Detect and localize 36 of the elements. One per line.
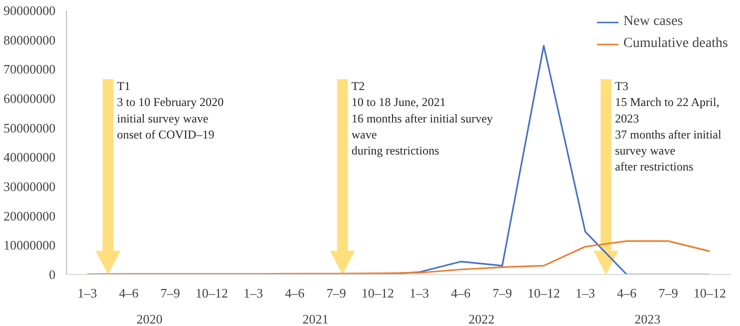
y-tick-label: 60000000 (4, 91, 56, 106)
x-tick-label: 7–9 (658, 286, 678, 300)
x-tick-label: 10–12 (196, 286, 228, 300)
y-tick-label: 70000000 (4, 62, 56, 77)
x-tick-label: 7–9 (492, 286, 512, 300)
annotation: T1 3 to 10 February 2020 initial survey wave onset of COVID–19 (117, 79, 224, 142)
x-tick-label: 1–3 (244, 286, 263, 300)
text: 2023 (634, 312, 660, 326)
line-series (86, 240, 711, 274)
x-tick-label: 4–6 (285, 286, 305, 300)
x-tick-label: 1–3 (78, 286, 97, 300)
legend-label: Cumulative deaths (623, 36, 728, 52)
legend-label: New cases (623, 14, 683, 30)
y-tick-label: 90000000 (4, 3, 56, 18)
x-tick-label: 1–3 (576, 286, 595, 300)
y-tick-label: 80000000 (4, 32, 56, 48)
x-tick-label: 10–12 (362, 286, 394, 300)
x-tick-label: 4–6 (119, 286, 139, 300)
text: 2021 (302, 312, 328, 326)
x-tick-label: 7–9 (326, 286, 346, 300)
y-tick-label: 0 (49, 267, 56, 282)
y-tick-label: 10000000 (4, 238, 56, 253)
x-tick-label: 4–6 (617, 286, 637, 300)
x-tick-label: 4–6 (451, 286, 471, 300)
x-tick-label: 10–12 (694, 286, 726, 300)
annotation: T2 10 to 18 June, 2021 16 months after initial survey wave during restrictions (351, 79, 493, 158)
x-tick-label: 1–3 (410, 286, 429, 300)
y-tick-label: 50000000 (4, 120, 56, 136)
x-tick-label: 10–12 (528, 286, 560, 300)
text: 2022 (468, 312, 494, 326)
y-tick-label: 40000000 (4, 150, 56, 165)
annotation: T3 15 March to 22 April, 2023 37 months after initial survey wave after restrictions (615, 79, 722, 174)
y-tick-label: 30000000 (4, 179, 56, 194)
x-tick-label: 7–9 (160, 286, 180, 300)
y-tick-label: 20000000 (4, 208, 56, 224)
text: 2020 (136, 312, 162, 326)
